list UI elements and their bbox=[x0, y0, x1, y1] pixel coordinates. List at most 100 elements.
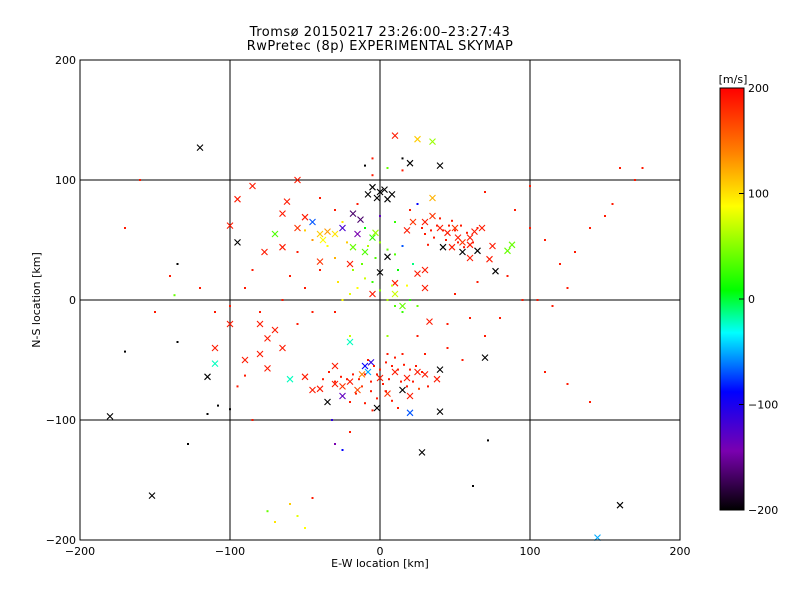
data-point-dot bbox=[356, 287, 359, 289]
data-point-dot bbox=[574, 251, 576, 253]
colorbar-tick-label: 200 bbox=[748, 82, 769, 95]
data-point-dot bbox=[529, 227, 531, 229]
data-point-dot bbox=[484, 335, 486, 337]
data-point-cross bbox=[309, 218, 316, 226]
data-point-cross bbox=[264, 365, 271, 372]
data-point-dot bbox=[304, 287, 306, 289]
data-point-dot bbox=[322, 378, 324, 381]
data-point-dot bbox=[416, 305, 419, 307]
data-point-dot bbox=[371, 157, 374, 160]
data-point-cross bbox=[414, 368, 421, 376]
data-point-dot bbox=[173, 294, 176, 297]
data-point-cross bbox=[373, 404, 381, 412]
data-point-dot bbox=[634, 179, 636, 181]
chart-subtitle: RwPretec (8p) EXPERIMENTAL SKYMAP bbox=[246, 39, 514, 54]
data-point-dot bbox=[361, 385, 363, 388]
data-point-cross bbox=[381, 186, 388, 193]
data-point-cross bbox=[414, 270, 421, 277]
data-point-cross bbox=[148, 492, 156, 499]
data-point-dot bbox=[364, 227, 366, 229]
data-point-dot bbox=[319, 269, 321, 271]
data-point-cross bbox=[234, 195, 241, 203]
data-point-dot bbox=[346, 378, 348, 381]
data-point-dot bbox=[461, 359, 464, 361]
axis-ticks: −200 −100 0 100 200 −200 −100 0 100 200 bbox=[46, 54, 691, 558]
data-point-dot bbox=[176, 341, 179, 343]
data-point-cross bbox=[346, 260, 354, 268]
data-point-dot bbox=[334, 209, 336, 211]
data-point-cross bbox=[466, 234, 474, 241]
data-point-dot bbox=[296, 251, 299, 253]
colorbar-label: [m/s] bbox=[719, 73, 748, 86]
data-point-dot bbox=[304, 229, 306, 232]
data-point-dot bbox=[506, 275, 509, 277]
data-point-dot bbox=[371, 281, 374, 283]
data-point-cross bbox=[504, 247, 511, 255]
data-point-dot bbox=[457, 241, 459, 244]
data-point-dot bbox=[386, 167, 389, 169]
data-point-cross bbox=[466, 254, 474, 262]
data-point-cross bbox=[369, 290, 376, 298]
data-point-dot bbox=[169, 275, 171, 277]
data-point-dot bbox=[340, 375, 342, 378]
data-point-cross bbox=[331, 230, 339, 238]
data-point-dot bbox=[451, 219, 453, 222]
data-point-cross bbox=[279, 210, 286, 217]
y-tick-label: −100 bbox=[46, 414, 76, 427]
data-point-cross bbox=[271, 230, 279, 238]
data-point-cross bbox=[339, 224, 346, 232]
data-point-dot bbox=[388, 378, 390, 381]
data-point-cross bbox=[409, 218, 417, 226]
data-point-dot bbox=[446, 347, 449, 349]
data-point-dot bbox=[536, 299, 539, 301]
data-point-cross bbox=[403, 227, 411, 234]
data-point-dot bbox=[436, 224, 438, 227]
colorbar-tick-label: 100 bbox=[748, 188, 769, 201]
data-point-cross bbox=[349, 210, 357, 217]
data-point-cross bbox=[256, 350, 264, 358]
data-point-dot bbox=[356, 203, 359, 205]
data-point-dot bbox=[397, 407, 399, 409]
data-point-cross bbox=[433, 375, 441, 383]
data-point-cross bbox=[373, 194, 381, 202]
data-point-cross bbox=[399, 302, 406, 310]
data-point-dot bbox=[154, 311, 156, 313]
data-point-cross bbox=[249, 182, 256, 190]
data-point-cross bbox=[376, 374, 384, 382]
data-point-dot bbox=[370, 380, 372, 383]
data-point-cross bbox=[391, 290, 399, 298]
data-point-dot bbox=[421, 227, 423, 229]
data-point-dot bbox=[274, 521, 276, 523]
data-point-dot bbox=[589, 401, 591, 403]
data-point-dot bbox=[391, 399, 393, 402]
data-point-dot bbox=[589, 227, 591, 229]
data-point-dot bbox=[349, 431, 351, 433]
data-point-cross bbox=[294, 176, 301, 184]
data-point-dot bbox=[349, 293, 351, 295]
data-point-dot bbox=[391, 365, 393, 367]
data-point-dot bbox=[401, 169, 404, 172]
data-point-cross bbox=[486, 255, 493, 263]
data-point-dot bbox=[217, 404, 219, 407]
data-point-dot bbox=[337, 281, 339, 283]
data-point-cross bbox=[471, 228, 478, 235]
data-point-dot bbox=[433, 236, 435, 239]
data-point-dot bbox=[427, 385, 429, 388]
data-point-cross bbox=[459, 248, 466, 256]
data-point-cross bbox=[283, 198, 291, 205]
data-point-dot bbox=[364, 164, 366, 167]
data-point-dot bbox=[386, 299, 389, 301]
data-point-dot bbox=[371, 409, 374, 412]
data-point-cross bbox=[211, 344, 219, 352]
data-point-dot bbox=[385, 390, 387, 393]
data-point-cross bbox=[481, 354, 489, 361]
data-point-dot bbox=[521, 299, 524, 301]
data-point-dot bbox=[401, 353, 404, 355]
data-point-dot bbox=[311, 239, 314, 241]
data-point-dot bbox=[124, 227, 126, 229]
data-point-dot bbox=[374, 257, 377, 259]
y-tick-label: 200 bbox=[55, 54, 76, 67]
data-point-cross bbox=[264, 335, 271, 342]
data-point-dot bbox=[445, 239, 447, 241]
data-point-dot bbox=[476, 227, 479, 229]
